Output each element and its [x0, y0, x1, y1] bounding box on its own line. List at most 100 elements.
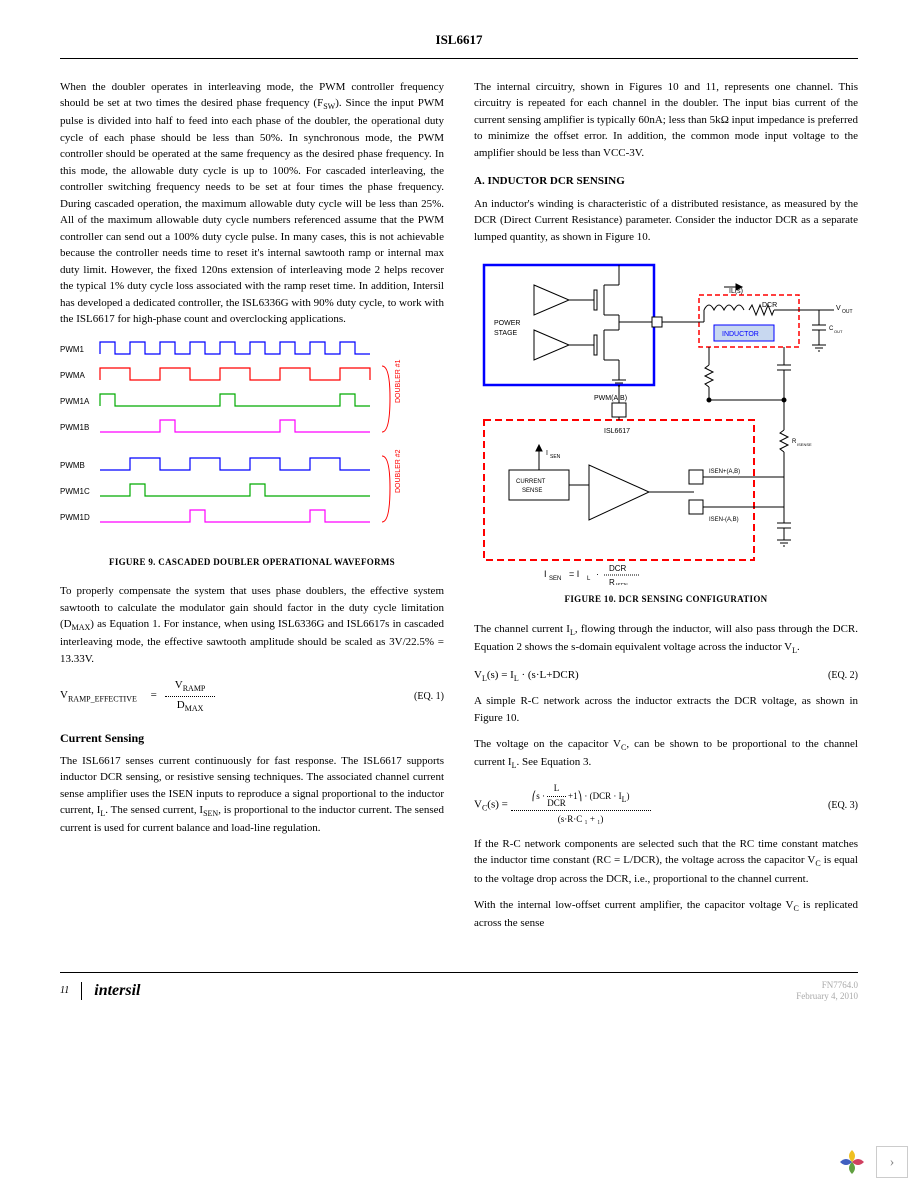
logo-icon — [836, 1146, 868, 1178]
equation-3: VC(s) = ⎛s · LDCR +1⎞ · (DCR · IL) (s·R·… — [474, 782, 858, 828]
dcr-schematic-svg: POWER STAGE — [474, 255, 854, 585]
figure-10-caption: FIGURE 10. DCR SENSING CONFIGURATION — [474, 593, 858, 607]
two-column-content: When the doubler operates in interleavin… — [60, 79, 858, 942]
corner-nav: › — [836, 1146, 908, 1178]
doc-date: February 4, 2010 — [796, 991, 858, 1001]
chevron-right-icon: › — [890, 1152, 895, 1173]
svg-text:DOUBLER #1: DOUBLER #1 — [395, 359, 402, 403]
subsection-dcr: A. INDUCTOR DCR SENSING — [474, 173, 858, 190]
svg-text:ISENSE: ISENSE — [797, 442, 812, 447]
text: The voltage on the capacitor V — [474, 738, 621, 750]
svg-text:ISEN: ISEN — [616, 583, 628, 585]
svg-text:SEN: SEN — [550, 454, 561, 460]
text: V — [474, 669, 482, 681]
svg-text:INDUCTOR: INDUCTOR — [722, 331, 759, 338]
symbol: Ω — [721, 114, 729, 126]
svg-text:I: I — [546, 450, 548, 457]
section-current-sensing: Current Sensing — [60, 729, 444, 747]
text: . See Equation 3. — [516, 756, 591, 768]
svg-text:R: R — [609, 578, 615, 585]
paragraph: The internal circuitry, shown in Figures… — [474, 79, 858, 162]
svg-text:SEN: SEN — [549, 576, 561, 582]
text: (s) = — [487, 799, 510, 811]
svg-text:·: · — [596, 569, 599, 579]
text: V — [175, 679, 183, 691]
paragraph: A simple R-C network across the inductor… — [474, 693, 858, 726]
figure-9-caption: FIGURE 9. CASCADED DOUBLER OPERATIONAL W… — [60, 556, 444, 570]
svg-text:DOUBLER #2: DOUBLER #2 — [395, 449, 402, 493]
text: V — [60, 690, 68, 702]
t: ⎛s · — [532, 791, 548, 801]
text: If the R-C network components are select… — [474, 838, 858, 867]
text: With the internal low-offset current amp… — [474, 899, 793, 911]
paragraph: To properly compensate the system that u… — [60, 583, 444, 667]
subscript: MAX — [185, 704, 204, 713]
svg-text:PWM1D: PWM1D — [60, 513, 90, 522]
equation-2: VL(s) = IL · (s·L+DCR) (EQ. 2) — [474, 667, 858, 685]
doc-header: ISL6617 — [60, 30, 858, 50]
svg-text:CURRENT: CURRENT — [516, 479, 546, 485]
equation-1: VRAMP_EFFECTIVE = VRAMP DMAX (EQ. 1) — [60, 677, 444, 714]
eq-tag: (EQ. 3) — [828, 798, 858, 813]
text: V — [474, 799, 482, 811]
eq-tag: (EQ. 2) — [828, 668, 858, 683]
text: ). Since the input PWM pulse is divided … — [60, 97, 444, 325]
svg-text:= I: = I — [569, 569, 579, 579]
figure-10: POWER STAGE — [474, 255, 858, 607]
svg-text:PWM(A,B): PWM(A,B) — [594, 395, 627, 402]
svg-text:SENSE: SENSE — [522, 488, 542, 494]
svg-text:OUT: OUT — [834, 329, 843, 334]
footer-meta: FN7764.0 February 4, 2010 — [796, 980, 858, 1002]
text: (s) = I — [487, 669, 514, 681]
svg-text:I: I — [544, 569, 547, 579]
svg-text:STAGE: STAGE — [494, 330, 518, 337]
text: D — [177, 699, 185, 711]
header-divider — [60, 58, 858, 59]
subscript: RAMP — [183, 685, 206, 694]
next-page-button[interactable]: › — [876, 1146, 908, 1178]
paragraph: The voltage on the capacitor VC, can be … — [474, 736, 858, 772]
svg-text:ISL6617: ISL6617 — [604, 428, 630, 435]
svg-text:PWM1: PWM1 — [60, 345, 85, 354]
page-footer: 11 intersil FN7764.0 February 4, 2010 — [60, 972, 858, 1003]
svg-text:V: V — [836, 305, 841, 312]
eq-tag: (EQ. 1) — [414, 689, 444, 704]
t: (s·R·C ₁ + ₁) — [558, 814, 604, 824]
text: ) as Equation 1. For instance, when usin… — [60, 618, 444, 665]
paragraph: The ISL6617 senses current continuously … — [60, 753, 444, 837]
t: DCR — [547, 798, 566, 808]
paragraph: An inductor's winding is characteristic … — [474, 196, 858, 246]
subscript: SEN — [203, 809, 218, 818]
waveform-svg: PWM1 PWMA PWM1A PWM1B PWMB PW — [60, 338, 420, 548]
svg-text:PWM1A: PWM1A — [60, 397, 90, 406]
subscript: SW — [323, 102, 335, 111]
subscript: MAX — [72, 623, 91, 632]
t: ) — [626, 791, 629, 801]
eq-body: VL(s) = IL · (s·L+DCR) — [474, 667, 579, 685]
doc-id: FN7764.0 — [822, 980, 858, 990]
paragraph: If the R-C network components are select… — [474, 836, 858, 887]
svg-text:PWM1C: PWM1C — [60, 487, 90, 496]
figure-9: PWM1 PWMA PWM1A PWM1B PWMB PW — [60, 338, 444, 570]
t: +1⎞ · (DCR · I — [566, 791, 622, 801]
t: L — [554, 783, 560, 793]
text: The channel current I — [474, 623, 570, 635]
svg-text:L: L — [587, 576, 591, 582]
text: · (s·L+DCR) — [519, 669, 579, 681]
svg-text:OUT: OUT — [842, 309, 853, 315]
paragraph: With the internal low-offset current amp… — [474, 897, 858, 932]
svg-text:ISEN-(A,B): ISEN-(A,B) — [709, 517, 739, 523]
page-number: 11 — [60, 983, 69, 998]
subscript: RAMP_EFFECTIVE — [68, 695, 137, 704]
eq-body: VC(s) = ⎛s · LDCR +1⎞ · (DCR · IL) (s·R·… — [474, 782, 651, 828]
svg-text:DCR: DCR — [609, 564, 627, 573]
svg-text:ISEN+(A,B): ISEN+(A,B) — [709, 469, 740, 475]
brand: intersil — [94, 979, 140, 1003]
eq-body: VRAMP_EFFECTIVE = VRAMP DMAX — [60, 677, 215, 714]
svg-text:POWER: POWER — [494, 320, 520, 327]
left-column: When the doubler operates in interleavin… — [60, 79, 444, 942]
paragraph: The channel current IL, flowing through … — [474, 621, 858, 657]
paragraph: When the doubler operates in interleavin… — [60, 79, 444, 328]
text: = — [151, 690, 157, 702]
right-column: The internal circuitry, shown in Figures… — [474, 79, 858, 942]
